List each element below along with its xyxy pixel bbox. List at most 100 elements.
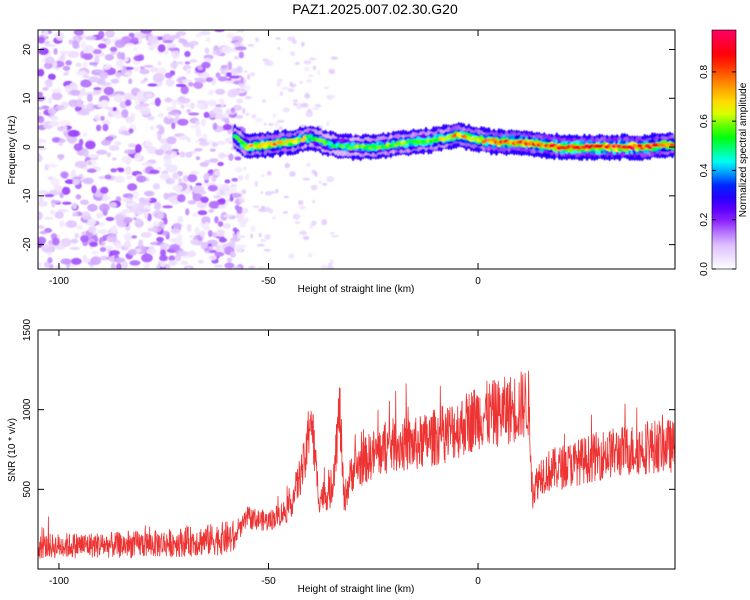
spectrogram-noise-blob	[232, 104, 243, 111]
spectrogram-noise-blob	[82, 177, 94, 185]
spectrogram-noise-blob	[274, 121, 280, 128]
spectrogram-noise-blob	[48, 120, 60, 127]
spectrogram-noise-blob	[70, 257, 82, 265]
spectrogram-ylabel: Frequency (Hz)	[7, 116, 18, 185]
spectrogram-noise-blob	[51, 88, 62, 94]
spectrogram-noise-blob	[87, 154, 100, 158]
spectrogram-noise-blob	[229, 75, 240, 79]
spectrogram-noise-blob	[218, 237, 227, 243]
spectrogram-noise-blob	[311, 199, 316, 204]
spectrogram-noise-blob	[45, 43, 57, 48]
spectrogram-noise-blob	[228, 153, 234, 161]
spectrogram-ridge-cell	[320, 138, 326, 143]
spectrogram-noise-blob	[179, 151, 186, 158]
spectrogram-noise-blob	[38, 225, 45, 229]
spectrogram-noise-blob	[75, 194, 82, 200]
spectrogram-noise-blob	[230, 67, 239, 76]
spectrogram-noise-blob	[305, 78, 312, 83]
spectrogram-frame	[37, 29, 676, 270]
spectrogram-noise-blob	[169, 243, 181, 251]
spectrogram-ridge-cell	[244, 146, 251, 151]
spectrogram-noise-blob	[197, 259, 205, 264]
spectrogram-noise-blob	[159, 242, 170, 249]
spectrogram-noise-blob	[212, 232, 217, 238]
spectrogram-noise-blob	[221, 65, 228, 69]
spectrogram-noise-blob	[114, 214, 125, 222]
spectrogram-noise-blob	[143, 64, 154, 68]
spectrogram-noise-blob	[255, 117, 263, 123]
spectrogram-noise-blob	[201, 72, 211, 80]
spectrogram-noise-blob	[124, 71, 133, 76]
spectrogram-noise-blob	[275, 188, 279, 194]
spectrogram-noise-blob	[195, 156, 201, 161]
spectrogram-noise-blob	[81, 211, 91, 220]
spectrogram-noise-blob	[251, 114, 257, 119]
spectrogram-noise-blob	[104, 53, 115, 61]
spectrogram-noise-blob	[168, 255, 176, 262]
spectrogram-noise-blob	[209, 148, 216, 152]
spectrogram-noise-blob	[99, 82, 112, 86]
spectrogram-noise-blob	[231, 177, 239, 182]
spectrogram-noise-blob	[176, 194, 186, 203]
snr-xlabel: Height of straight line (km)	[298, 584, 415, 595]
spectrogram-noise-blob	[71, 202, 78, 210]
spectrogram-noise-blob	[248, 265, 256, 269]
spectrogram-noise-blob	[208, 255, 217, 261]
snr-xtick-label: 0	[475, 576, 481, 587]
spectrogram-noise-blob	[234, 46, 247, 51]
spectrogram-noise-blob	[70, 89, 81, 96]
spectrogram-noise-blob	[154, 201, 162, 211]
colorbar-label: Normalized spectral amplitude	[738, 82, 749, 217]
spectrogram-noise-blob	[102, 123, 109, 132]
spectrogram-noise-blob	[171, 49, 180, 59]
spectrogram-noise-blob	[141, 253, 153, 263]
spectrogram-noise-blob	[99, 255, 109, 261]
spectrogram-noise-blob	[186, 223, 192, 232]
spectrogram-noise-blob	[147, 35, 158, 45]
spectrogram-noise-blob	[171, 34, 181, 39]
spectrogram-noise-blob	[223, 223, 232, 229]
spectrogram-noise-blob	[144, 191, 154, 197]
spectrogram-noise-blob	[189, 234, 196, 239]
spectrogram-noise-blob	[100, 139, 112, 146]
spectrogram-noise-blob	[307, 253, 313, 258]
spectrogram-noise-blob	[130, 37, 139, 42]
spectrogram-xtick-label: 0	[475, 276, 481, 287]
spectrogram-noise-blob	[234, 166, 243, 173]
spectrogram-noise-blob	[282, 107, 290, 113]
chart-title: PAZ1.2025.007.02.30.G20	[292, 1, 458, 17]
spectrogram-noise-blob	[123, 208, 131, 213]
spectrogram-noise-blob	[276, 46, 281, 50]
spectrogram-noise-blob	[190, 239, 199, 245]
spectrogram-noise-blob	[110, 168, 118, 173]
spectrogram-noise-blob	[43, 40, 51, 45]
spectrogram-noise-blob	[38, 111, 42, 117]
spectrogram-noise-blob	[128, 78, 133, 85]
spectrogram-noise-blob	[106, 152, 112, 158]
spectrogram-noise-blob	[263, 248, 271, 252]
spectrogram-noise-blob	[60, 238, 72, 247]
spectrogram-noise-blob	[257, 266, 265, 269]
spectrogram-noise-blob	[38, 153, 42, 162]
spectrogram-noise-blob	[106, 234, 118, 243]
spectrogram-noise-blob	[166, 115, 173, 119]
spectrogram-noise-blob	[58, 154, 63, 161]
spectrogram-noise-blob	[185, 208, 190, 216]
spectrogram-noise-blob	[311, 169, 317, 174]
spectrogram-noise-blob	[139, 106, 151, 116]
spectrogram-noise-blob	[53, 47, 58, 55]
spectrogram-noise-blob	[326, 94, 330, 100]
spectrogram-noise-blob	[195, 120, 200, 126]
spectrogram-noise-blob	[217, 76, 228, 82]
spectrogram-noise-blob	[165, 177, 176, 185]
spectrogram-noise-blob	[217, 229, 225, 237]
spectrogram-noise-blob	[101, 38, 108, 42]
spectrogram-noise-blob	[214, 216, 219, 224]
spectrogram-noise-blob	[104, 174, 112, 180]
spectrogram-noise-blob	[39, 196, 44, 203]
spectrogram-noise-blob	[94, 114, 101, 122]
spectrogram-noise-blob	[109, 202, 118, 208]
spectrogram-noise-blob	[129, 260, 141, 266]
spectrogram-heatmap	[38, 30, 675, 269]
spectrogram-noise-blob	[163, 192, 169, 200]
